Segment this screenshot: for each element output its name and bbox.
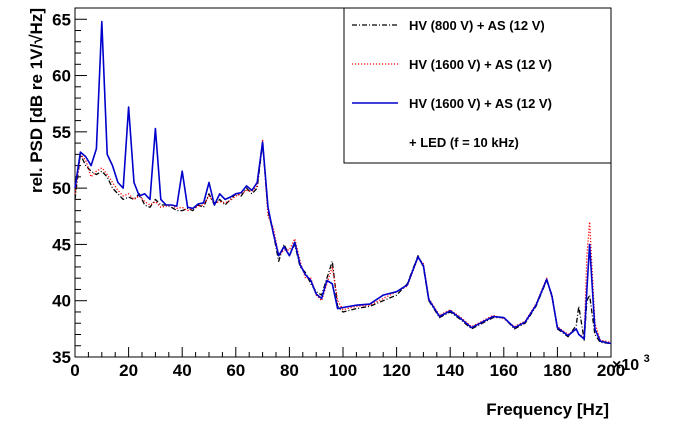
x-multiplier-base: ×10 <box>612 357 639 374</box>
legend-label-hv1600-led-line2: + LED (f = 10 kHz) <box>409 135 519 150</box>
legend-label-hv800: HV (800 V) + AS (12 V) <box>409 18 545 33</box>
y-tick-label: 60 <box>52 67 71 86</box>
x-tick-label: 20 <box>119 361 138 380</box>
y-tick-label: 40 <box>52 292 71 311</box>
legend: HV (800 V) + AS (12 V) HV (1600 V) + AS … <box>344 8 611 163</box>
y-tick-label: 45 <box>52 235 71 254</box>
x-tick-label: 180 <box>543 361 571 380</box>
y-tick-label: 55 <box>52 123 71 142</box>
x-tick-label: 160 <box>490 361 518 380</box>
x-tick-label: 140 <box>436 361 464 380</box>
x-tick-label: 100 <box>329 361 357 380</box>
y-tick-label: 65 <box>52 10 71 29</box>
x-tick-label: 120 <box>382 361 410 380</box>
x-axis-title: Frequency [Hz] <box>486 400 609 419</box>
legend-label-hv1600: HV (1600 V) + AS (12 V) <box>409 57 552 72</box>
x-tick-label: 80 <box>280 361 299 380</box>
y-tick-label: 50 <box>52 179 71 198</box>
y-tick-label: 35 <box>52 348 71 367</box>
x-multiplier: ×10 3 <box>612 353 650 374</box>
x-tick-label: 60 <box>226 361 245 380</box>
x-multiplier-exponent: 3 <box>644 353 650 365</box>
y-axis-title: rel. PSD [dB re 1V/√Hz] <box>27 8 46 193</box>
x-tick-label: 0 <box>70 361 79 380</box>
y-axis-ticks: 35 40 45 50 55 60 65 <box>52 8 87 367</box>
x-axis-ticks: 0 20 40 60 80 100 120 140 160 180 200 <box>70 347 625 380</box>
x-tick-label: 40 <box>173 361 192 380</box>
legend-label-hv1600-led: HV (1600 V) + AS (12 V) <box>409 96 552 111</box>
